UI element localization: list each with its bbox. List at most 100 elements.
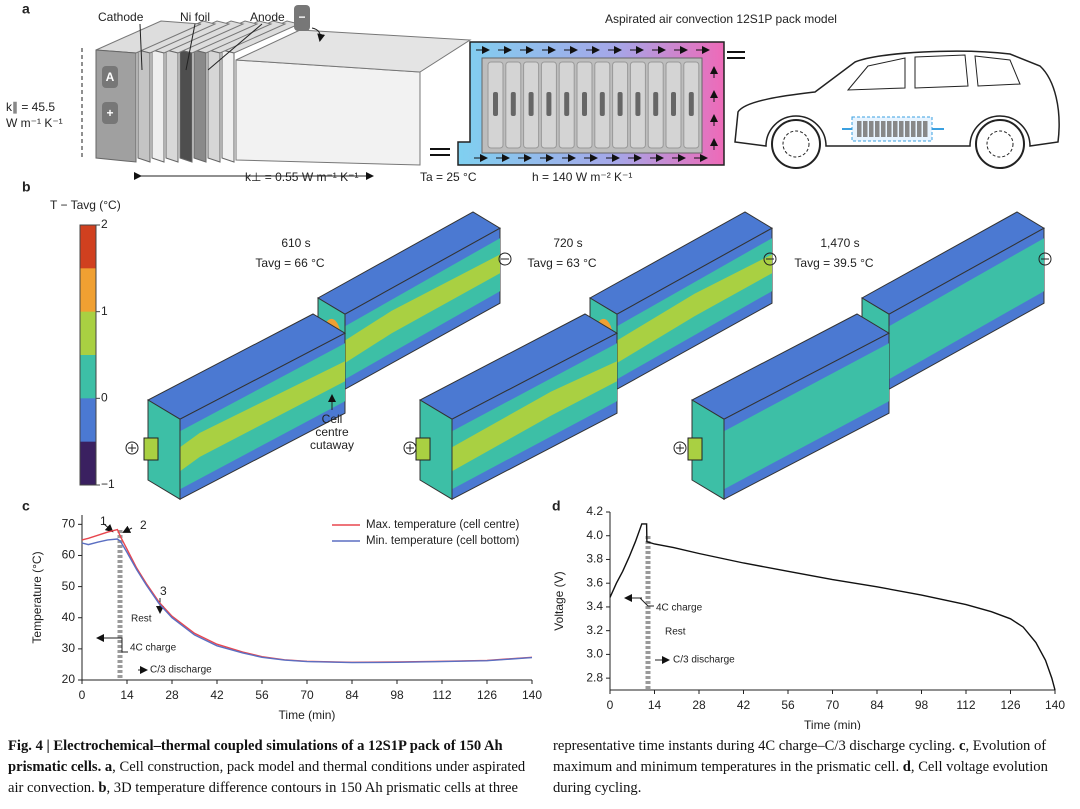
tab-label: + [106, 106, 113, 120]
x-tick-label: 70 [300, 688, 314, 702]
annotation: C/3 discharge [673, 655, 735, 666]
label: Ni foil [180, 10, 210, 24]
colorbar-tick-label: 2 [101, 217, 108, 231]
snapshot-tavg: Tavg = 63 °C [527, 256, 597, 270]
caption-text: c [958, 738, 966, 754]
cell-side-warm [452, 361, 617, 472]
snapshot-time: 1,470 s [820, 236, 859, 250]
y-tick-label: 70 [62, 517, 76, 531]
x-tick-label: 0 [607, 698, 614, 712]
leader [139, 23, 143, 71]
colorbar-tick-label: −1 [101, 477, 115, 491]
x-tick-label: 42 [737, 698, 751, 712]
tab-label: A [106, 70, 115, 84]
annotation: 3 [160, 584, 167, 598]
annotation: 1 [100, 514, 107, 528]
pack-cell-core [599, 92, 605, 116]
tab [294, 5, 310, 31]
pack-cell-core [688, 92, 694, 116]
x-tick-label: 140 [522, 688, 542, 702]
label: W m⁻¹ K⁻¹ [6, 116, 63, 130]
x-tick-label: 112 [956, 698, 975, 712]
x-tick-label: 112 [432, 688, 451, 702]
x-tick-label: 56 [781, 698, 795, 712]
x-tick-label: 140 [1045, 698, 1065, 712]
colorbar-segment [80, 398, 96, 443]
label: cutaway [310, 438, 354, 452]
arrow [430, 148, 450, 156]
pack-cell-core [510, 92, 516, 116]
x-tick-label: 56 [255, 688, 269, 702]
wheel [771, 119, 821, 169]
y-tick-label: 60 [62, 548, 76, 562]
caption-text: , 3D temperature difference contours in … [106, 738, 959, 796]
plate-edge [165, 49, 179, 163]
data-line [81, 538, 533, 664]
x-tick-label: 28 [692, 698, 706, 712]
colorbar-label: T − Tavg (°C) [50, 198, 121, 212]
caption-text: Fig. 4 | Electrochemical–thermal coupled… [8, 738, 503, 775]
plate-edge [221, 49, 235, 163]
colorbar-segment [80, 441, 96, 486]
x-axis-label: Time (min) [279, 708, 336, 722]
cell-contours [143, 211, 1046, 501]
car-cell [911, 121, 916, 137]
annotation: Rest [131, 614, 152, 625]
cell-side-warm [345, 254, 500, 363]
x-tick-label: 126 [477, 688, 497, 702]
annotation: 4C charge [130, 643, 177, 654]
pack-cell-core [653, 92, 659, 116]
terminal [687, 437, 703, 461]
y-tick-label: 3.4 [586, 599, 603, 613]
panel-label: c [22, 498, 30, 514]
tab [102, 102, 118, 124]
y-tick-label: 30 [62, 641, 76, 655]
cell-side-warm [617, 254, 772, 363]
pack-cell-core [617, 92, 623, 116]
colorbar-tick-label: 1 [101, 304, 108, 318]
car-cell [917, 121, 922, 137]
annotation: 4C charge [656, 603, 703, 614]
colorbar-segment [80, 225, 96, 269]
pack-cell-core [528, 92, 534, 116]
colorbar-frame [79, 224, 97, 486]
cell-side-mid [889, 238, 1044, 380]
y-tick-label: 3.0 [586, 647, 603, 661]
annotation: Rest [665, 627, 686, 638]
wheel-rim [986, 130, 1014, 158]
colorbar-segment [80, 268, 96, 313]
y-tick-label: 4.0 [586, 528, 603, 542]
car-cell [857, 121, 862, 137]
caption-text: , Evolution of maximum and minimum tempe… [553, 738, 1047, 775]
car-cell [881, 121, 886, 137]
leader [207, 23, 263, 71]
y-tick-label: 20 [62, 672, 76, 686]
label: Cathode [98, 10, 144, 24]
car-cell [869, 121, 874, 137]
data-line [609, 523, 1056, 691]
panel-label: d [552, 498, 561, 514]
pack-cells [487, 61, 700, 149]
colorbar: 2 1 0 −1 [79, 217, 115, 491]
cell-stack [95, 20, 472, 166]
x-tick-label: 98 [915, 698, 929, 712]
y-tick-label: 40 [62, 610, 76, 624]
y-tick-label: 50 [62, 579, 76, 593]
caption-text: , Cell construction, pack model and ther… [8, 759, 526, 796]
colorbar-tick-label: 0 [101, 391, 108, 405]
tab-label: − [298, 10, 305, 24]
pack-cell-core [564, 92, 570, 116]
leader [185, 23, 196, 71]
x-tick-label: 0 [79, 688, 86, 702]
pack-title: Aspirated air convection 12S1P pack mode… [605, 12, 837, 26]
arrow [311, 27, 326, 42]
annotation: C/3 discharge [150, 665, 212, 676]
car-cell [863, 121, 868, 137]
pack-cell-core [493, 92, 498, 116]
y-tick-label: 4.2 [586, 504, 603, 518]
x-tick-label: 42 [210, 688, 224, 702]
x-tick-label: 28 [165, 688, 179, 702]
legend-label: Min. temperature (cell bottom) [366, 535, 520, 547]
panel-label: b [22, 179, 31, 195]
